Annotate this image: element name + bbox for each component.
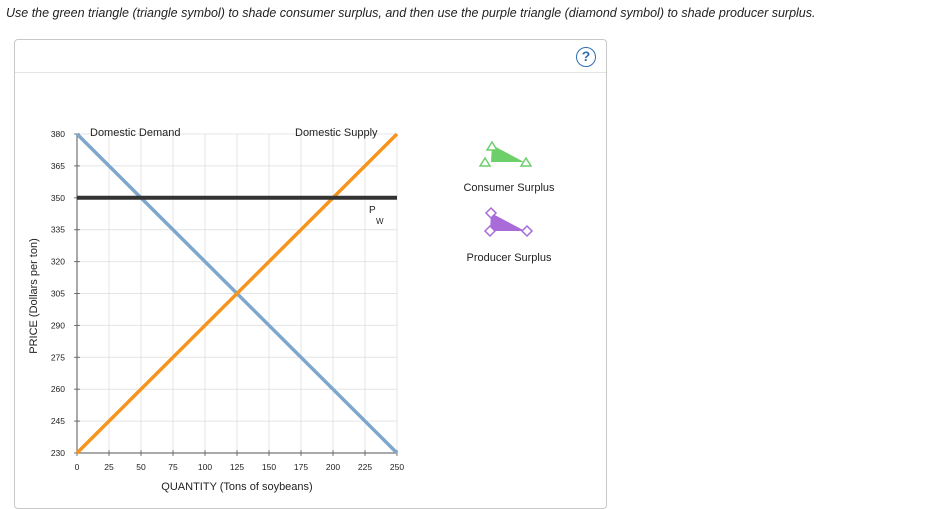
y-tick-label: 290 — [51, 320, 65, 330]
producer-surplus-tool[interactable]: Producer Surplus — [467, 206, 552, 264]
x-tick-label: 75 — [168, 462, 178, 472]
consumer-surplus-label: Consumer Surplus — [463, 182, 555, 194]
x-tick-label: 225 — [358, 462, 372, 472]
producer-surplus-label: Producer Surplus — [467, 252, 552, 264]
instructions-text: Use the green triangle (triangle symbol)… — [6, 6, 816, 20]
supply-label: Domestic Supply — [295, 127, 378, 139]
world-price-subscript: W — [376, 217, 384, 226]
demand-label: Domestic Demand — [90, 127, 180, 139]
panel-divider — [15, 72, 606, 73]
y-tick-label: 380 — [51, 129, 65, 139]
domestic-supply-line — [75, 132, 399, 455]
y-tick-label: 260 — [51, 384, 65, 394]
y-tick-label: 305 — [51, 289, 65, 299]
x-tick-label: 100 — [198, 462, 212, 472]
y-tick-label: 365 — [51, 161, 65, 171]
producer-surplus-triangle-icon[interactable] — [490, 213, 525, 231]
world-price-label: P — [369, 205, 376, 216]
triangle-handle-icon[interactable] — [485, 140, 499, 151]
curves — [75, 132, 399, 455]
x-tick-label: 250 — [390, 462, 404, 472]
x-tick-label: 50 — [136, 462, 146, 472]
diamond-handle-icon[interactable] — [483, 224, 497, 238]
y-tick-label: 245 — [51, 416, 65, 426]
y-tick-label: 335 — [51, 225, 65, 235]
y-tick-label: 320 — [51, 257, 65, 267]
x-tick-label: 150 — [262, 462, 276, 472]
y-tick-label: 350 — [51, 193, 65, 203]
help-button[interactable]: ? — [576, 47, 596, 67]
diamond-handle-icon[interactable] — [484, 206, 498, 220]
x-tick-label: 125 — [230, 462, 244, 472]
consumer-surplus-triangle-icon[interactable] — [491, 145, 524, 162]
triangle-handle-icon[interactable] — [478, 156, 492, 167]
y-tick-label: 230 — [51, 448, 65, 458]
triangle-handle-icon[interactable] — [519, 156, 533, 167]
x-axis-label: QUANTITY (Tons of soybeans) — [161, 481, 312, 493]
x-tick-label: 0 — [75, 462, 80, 472]
x-tick-label: 175 — [294, 462, 308, 472]
diamond-handle-icon[interactable] — [520, 224, 534, 238]
tick-labels: 0 25 50 75 100 125 150 175 200 225 250 230 245 260 275… — [51, 129, 405, 472]
graph-panel — [14, 39, 607, 509]
x-tick-label: 200 — [326, 462, 340, 472]
y-tick-label: 275 — [51, 352, 65, 362]
consumer-surplus-tool[interactable]: Consumer Surplus — [463, 140, 555, 194]
x-tick-label: 25 — [104, 462, 114, 472]
y-axis-label: PRICE (Dollars per ton) — [28, 238, 40, 354]
